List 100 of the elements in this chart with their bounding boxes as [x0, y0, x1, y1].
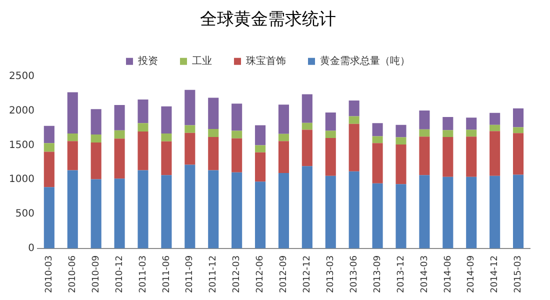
bar: [442, 136, 454, 177]
bar: [442, 176, 454, 248]
legend-label: 珠宝首饰: [246, 54, 286, 67]
legend-label: 投资: [137, 54, 158, 67]
bar: [67, 170, 78, 248]
bar: [512, 127, 524, 134]
bar: [466, 176, 477, 248]
bar: [90, 179, 102, 248]
bar: [254, 152, 266, 182]
bar: [67, 141, 78, 170]
bar: [419, 110, 430, 130]
y-tick-label: 500: [15, 208, 34, 220]
bar: [254, 182, 266, 248]
x-tick-label: 2014-12: [490, 255, 500, 294]
bar: [302, 94, 312, 123]
bar: [302, 166, 312, 248]
bar: [325, 176, 336, 248]
bar: [67, 92, 78, 134]
bar: [466, 130, 477, 137]
bar: [278, 141, 289, 174]
x-tick-label: 2012-09: [279, 255, 290, 294]
bar: [44, 187, 54, 248]
bar: [184, 132, 196, 165]
x-tick-label: 2013-03: [326, 255, 336, 294]
bar: [278, 134, 289, 142]
x-tick-label: 2012-03: [232, 255, 242, 294]
x-tick-label: 2014-06: [443, 255, 454, 294]
bar: [138, 99, 148, 124]
bar: [138, 131, 148, 170]
bar: [208, 170, 219, 248]
bar: [419, 136, 430, 176]
bar: [490, 124, 500, 132]
y-tick-label: 1500: [8, 140, 34, 151]
bar: [512, 108, 524, 128]
bar: [372, 183, 383, 248]
bar: [114, 138, 125, 179]
bar: [372, 136, 383, 144]
x-tick-label: 2011-06: [162, 255, 172, 294]
bar: [372, 123, 383, 136]
bar: [302, 122, 312, 130]
bar: [348, 100, 360, 116]
bar: [419, 129, 430, 137]
bar: [490, 176, 500, 248]
x-tick-label: 2013-06: [349, 255, 360, 294]
bar: [138, 123, 148, 132]
bar: [254, 145, 266, 152]
y-tick-label: 2000: [8, 105, 34, 116]
bar: [114, 104, 125, 130]
bar: [396, 184, 406, 248]
bar: [67, 134, 78, 142]
x-tick-label: 2011-09: [185, 255, 196, 294]
legend-label: 工业: [192, 54, 212, 67]
bar: [114, 130, 125, 139]
bar: [442, 130, 454, 137]
y-tick-label: 2500: [8, 70, 34, 82]
bar: [138, 170, 148, 248]
y-tick-label: 1000: [8, 174, 34, 186]
bar: [254, 125, 266, 146]
bar: [419, 175, 430, 248]
bar: [325, 112, 336, 131]
x-tick-label: 2013-09: [372, 255, 383, 294]
bar: [161, 141, 172, 176]
bar: [278, 173, 289, 248]
bar: [208, 136, 219, 170]
x-tick-label: 2011-03: [138, 255, 148, 294]
bar: [325, 138, 336, 176]
x-tick-label: 2011-12: [208, 255, 219, 294]
x-tick-label: 2014-03: [420, 255, 430, 294]
bar: [372, 143, 383, 184]
bar: [466, 136, 477, 177]
bar: [466, 118, 477, 130]
bar: [208, 98, 219, 130]
bar: [44, 126, 54, 144]
bar: [232, 172, 242, 248]
x-tick-label: 2010-09: [91, 255, 102, 294]
bar: [232, 130, 242, 138]
bar: [302, 130, 312, 166]
bar: [325, 130, 336, 138]
bar: [232, 138, 242, 172]
bar: [208, 129, 219, 137]
bar: [184, 90, 196, 126]
x-tick-label: 2010-06: [68, 255, 78, 294]
bar: [161, 175, 172, 248]
bar: [90, 134, 102, 142]
legend-label: 黄金需求总量（吨）: [320, 54, 410, 67]
bar: [512, 133, 524, 175]
bar: [44, 152, 54, 188]
bar: [348, 116, 360, 124]
x-tick-label: 2014-09: [466, 255, 477, 294]
bar: [512, 174, 524, 248]
bar: [278, 104, 289, 134]
x-tick-label: 2012-12: [302, 255, 313, 294]
bar: [232, 104, 242, 131]
chart-title: 全球黄金需求统计: [200, 10, 336, 30]
bar: [490, 131, 500, 176]
x-tick-label: 2015-03: [514, 255, 524, 294]
bar: [490, 112, 500, 125]
y-tick-label: 0: [28, 242, 34, 254]
bar: [90, 142, 102, 180]
bar: [348, 124, 360, 172]
